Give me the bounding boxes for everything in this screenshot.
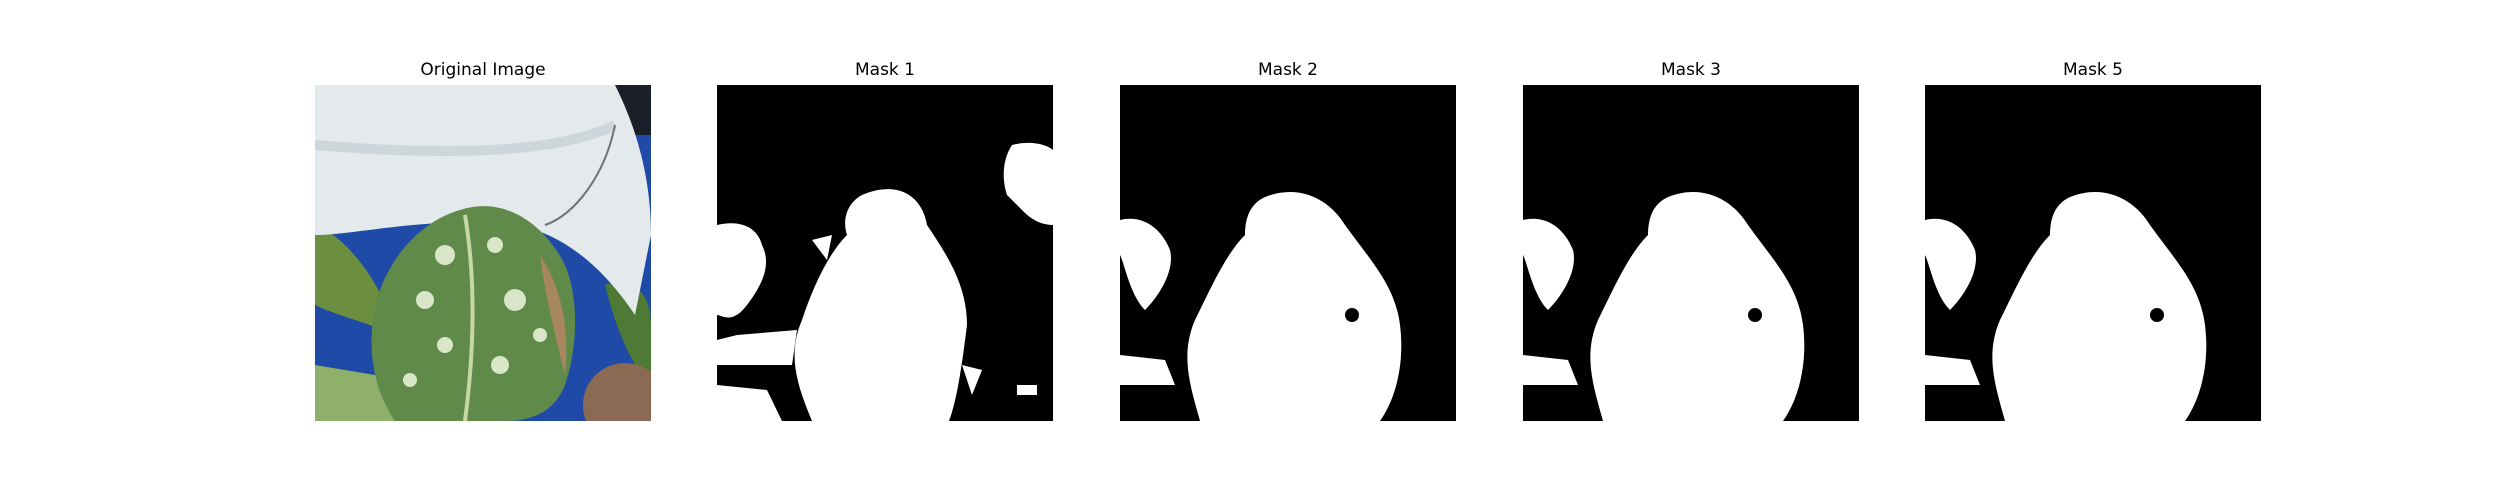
panel-mask-1: Mask 1 — [717, 0, 1053, 500]
panel-title: Mask 3 — [1660, 60, 1721, 80]
mask-hole — [2150, 308, 2164, 322]
mask-region-left — [1120, 218, 1171, 310]
panel-title: Mask 1 — [854, 60, 915, 80]
mask-hole — [1748, 308, 1762, 322]
mask-region-top-right — [1003, 142, 1053, 225]
mask-1-image — [717, 85, 1053, 421]
mask-3-image — [1523, 85, 1859, 421]
mask-region-leaf — [1992, 191, 2207, 421]
mask-region-left — [1523, 218, 1574, 310]
panel-title: Original Image — [420, 60, 546, 80]
panel-title: Mask 2 — [1257, 60, 1318, 80]
mask-region-left — [1925, 218, 1976, 310]
photo-right-leaf — [605, 282, 651, 385]
mask-region-leaf — [1590, 191, 1805, 421]
panel-original-image: Original Image — [315, 0, 651, 500]
photo-brown-pot — [583, 363, 651, 421]
mask-region-leaf — [794, 189, 967, 421]
mask-region-leaf — [1187, 191, 1402, 421]
mask-2-image — [1120, 85, 1456, 421]
photo-left-leaf — [315, 225, 395, 335]
panel-title: Mask 5 — [2062, 60, 2123, 80]
panel-mask-3: Mask 3 — [1523, 0, 1859, 500]
mask-5-image — [1925, 85, 2261, 421]
panel-mask-2: Mask 2 — [1120, 0, 1456, 500]
panel-mask-5: Mask 5 — [1925, 0, 2261, 500]
mask-hole — [1345, 308, 1359, 322]
original-photo — [315, 85, 651, 421]
mask-region-left — [717, 223, 767, 318]
